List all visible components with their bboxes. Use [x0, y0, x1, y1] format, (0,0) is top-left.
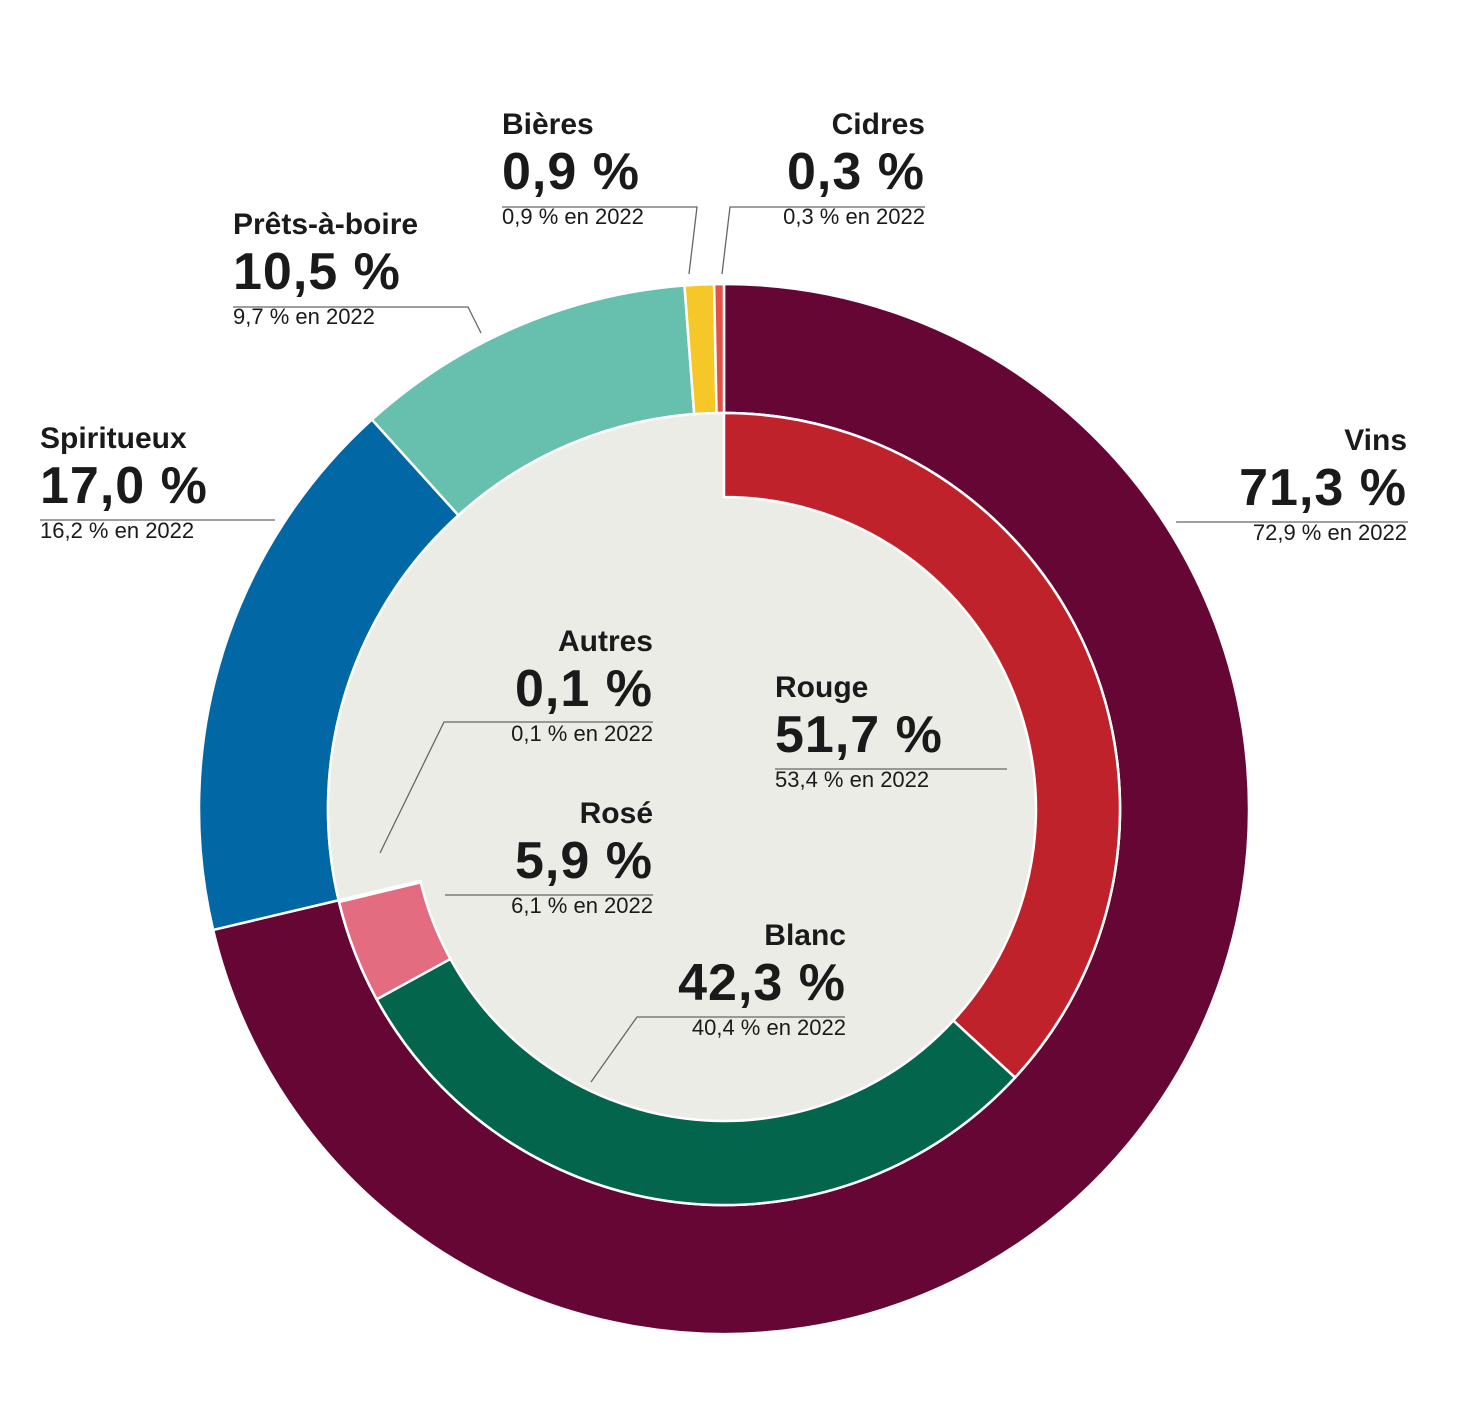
label-previous: 0,9 % en 2022 [502, 204, 644, 229]
label-value: 71,3 % [1239, 459, 1407, 517]
label-vins: Vins 71,3 % 72,9 % en 2022 [1239, 426, 1407, 544]
label-name: Autres [557, 625, 653, 658]
label-value: 10,5 % [233, 243, 401, 301]
label-autres: Autres 0,1 % 0,1 % en 2022 [511, 627, 653, 745]
label-blanc: Blanc 42,3 % 40,4 % en 2022 [678, 921, 846, 1039]
label-previous: 0,1 % en 2022 [511, 721, 653, 746]
label-cidres: Cidres 0,3 % 0,3 % en 2022 [783, 110, 925, 228]
label-spiritueux: Spiritueux 17,0 % 16,2 % en 2022 [40, 424, 208, 542]
leader-line [379, 721, 653, 854]
slice-rouge [722, 411, 1122, 1079]
label-name: Vins [1344, 424, 1407, 457]
label-rouge: Rouge 51,7 % 53,4 % en 2022 [775, 673, 943, 791]
label-previous: 40,4 % en 2022 [691, 1015, 846, 1040]
label-name: Cidres [831, 108, 925, 141]
label-value: 0,9 % [502, 143, 640, 201]
label-previous: 6,1 % en 2022 [511, 893, 653, 918]
label-prets-a-boire: Prêts-à-boire 10,5 % 9,7 % en 2022 [233, 210, 418, 328]
label-previous: 0,3 % en 2022 [783, 204, 925, 229]
leader-line [590, 1016, 845, 1083]
leader-line [233, 306, 482, 334]
label-value: 51,7 % [775, 706, 943, 764]
slice-blanc [375, 957, 1017, 1207]
slice-cidres [712, 282, 726, 415]
label-previous: 53,4 % en 2022 [775, 767, 930, 792]
label-value: 0,1 % [515, 660, 653, 718]
label-value: 0,3 % [787, 143, 925, 201]
label-name: Blanc [764, 919, 846, 952]
label-previous: 16,2 % en 2022 [40, 518, 195, 543]
slice-autres [337, 879, 422, 904]
label-value: 17,0 % [40, 457, 208, 515]
label-name: Prêts-à-boire [233, 208, 419, 241]
label-bieres: Bières 0,9 % 0,9 % en 2022 [502, 110, 644, 228]
label-name: Bières [502, 108, 594, 141]
label-name: Rosé [579, 797, 653, 830]
label-value: 42,3 % [678, 954, 846, 1012]
label-rose: Rosé 5,9 % 6,1 % en 2022 [511, 799, 653, 917]
leader-line [721, 206, 925, 275]
label-value: 5,9 % [515, 832, 653, 890]
label-previous: 9,7 % en 2022 [233, 304, 375, 329]
label-name: Rouge [775, 671, 869, 704]
leader-line [502, 206, 698, 275]
label-previous: 72,9 % en 2022 [1252, 520, 1407, 545]
label-name: Spiritueux [40, 422, 187, 455]
